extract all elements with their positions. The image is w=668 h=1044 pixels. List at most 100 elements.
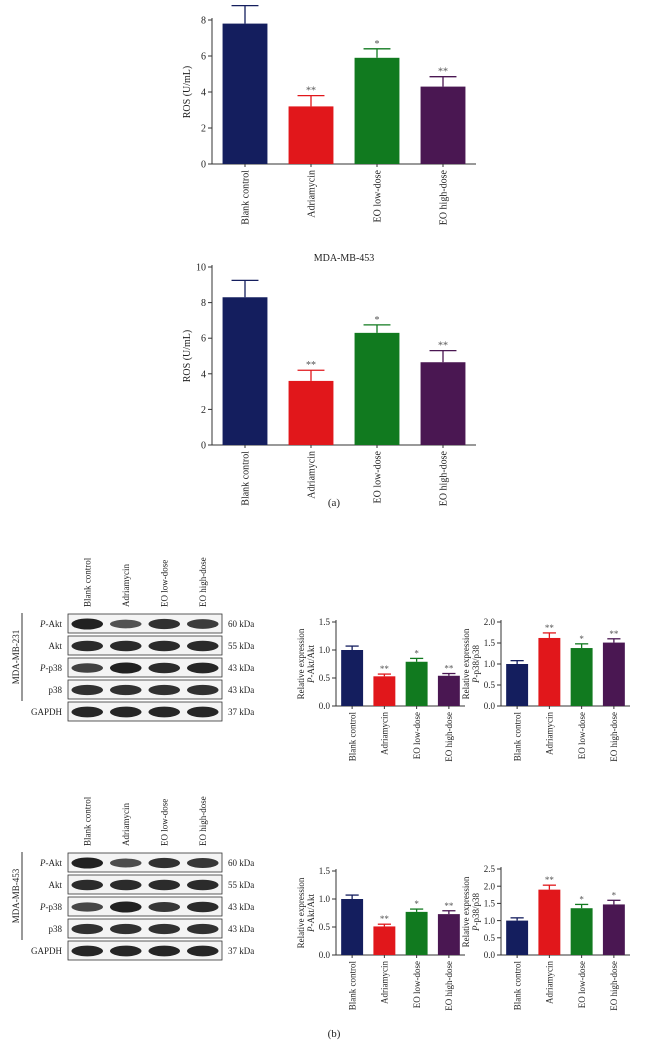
band xyxy=(71,706,104,718)
significance-mark: * xyxy=(375,315,380,326)
x-tick-label: EO low-dose xyxy=(577,712,587,759)
significance-mark: ** xyxy=(444,664,454,674)
band xyxy=(148,618,181,630)
protein-label-gapdh: GAPDH xyxy=(31,707,63,717)
bar-adriamycin xyxy=(538,889,561,955)
band xyxy=(109,684,142,696)
chart-ros-mda-mb-453: 0 2 4 6 8 10 ROS (U/mL) MDA-MB-453 Blank control… xyxy=(182,253,476,506)
x-tick-label: EO low-dose xyxy=(577,961,587,1008)
bar-eo-high-dose xyxy=(602,904,625,955)
x-tick-label: Blank control xyxy=(347,712,357,762)
y-tick-label: 1.5 xyxy=(319,866,331,876)
y-axis-label: ROS (U/mL) xyxy=(182,66,193,119)
protein-label-p-p38: P-p38 xyxy=(39,902,62,912)
protein-label-akt: Akt xyxy=(49,641,63,651)
kda-label: 43 kDa xyxy=(228,685,254,695)
band xyxy=(186,619,219,629)
y-axis-label-line: P-Akt/Akt xyxy=(306,645,316,684)
blot-frame xyxy=(67,701,223,722)
protein-label-p-akt: P-Akt xyxy=(39,619,62,629)
band xyxy=(71,945,104,957)
protein-label-akt: Akt xyxy=(49,880,63,890)
blot-frame xyxy=(67,657,223,678)
band xyxy=(148,662,181,674)
y-tick-label: 0.0 xyxy=(319,701,331,711)
band xyxy=(109,858,142,868)
y-tick-label: 1.0 xyxy=(319,894,331,904)
band xyxy=(186,923,219,935)
y-tick-label: 0.0 xyxy=(484,950,496,960)
y-tick-label: 0.5 xyxy=(319,922,331,932)
y-tick-label: 4 xyxy=(201,88,206,99)
band xyxy=(71,902,104,912)
kda-label: 37 kDa xyxy=(228,707,254,717)
bar-eo-low-dose xyxy=(354,332,400,445)
blot-frame xyxy=(67,874,223,895)
y-tick-label: 0.0 xyxy=(484,701,496,711)
y-tick-label: 8 xyxy=(201,298,206,309)
bar-eo-low-dose xyxy=(405,911,428,955)
significance-mark: * xyxy=(375,39,380,50)
x-tick-label: EO low-dose xyxy=(412,961,422,1008)
y-tick-label: 8 xyxy=(201,16,206,27)
kda-label: 43 kDa xyxy=(228,663,254,673)
x-tick-label: EO high-dose xyxy=(444,961,454,1011)
significance-mark: * xyxy=(579,894,584,904)
lane-label-eo-high-dose: EO high-dose xyxy=(198,557,208,607)
bar-adriamycin xyxy=(373,926,396,955)
significance-mark: ** xyxy=(545,623,555,633)
chart-akt-453: 0.0 0.5 1.0 1.5 Relative expression P-Akt/Akt… xyxy=(296,866,465,1011)
y-axis-label-line: Relative expression xyxy=(296,628,306,699)
kda-label: 60 kDa xyxy=(228,858,254,868)
x-tick-label: Adriamycin xyxy=(307,170,318,218)
band xyxy=(148,684,181,696)
italic-p: P xyxy=(306,926,316,933)
significance-mark: * xyxy=(414,648,419,658)
chart-title: MDA-MB-453 xyxy=(314,253,375,264)
chart-ros-top: 0 2 4 6 8 ROS (U/mL) Blank control ** Adriamycin… xyxy=(182,4,476,225)
significance-mark: * xyxy=(579,634,584,644)
significance-mark: ** xyxy=(438,341,448,352)
band xyxy=(148,879,181,891)
label-rest: -Akt/Akt xyxy=(306,894,316,927)
blot-frame xyxy=(67,613,223,634)
italic-p: P xyxy=(39,619,46,629)
italic-p: P xyxy=(306,677,316,684)
band xyxy=(71,857,104,869)
y-tick-label: 1.0 xyxy=(319,645,331,655)
label-rest: -Akt xyxy=(46,858,63,868)
x-tick-label: Blank control xyxy=(241,451,252,506)
x-tick-label: EO high-dose xyxy=(609,712,619,762)
y-tick-label: 0.5 xyxy=(484,933,496,943)
band xyxy=(71,663,104,673)
italic-p: P xyxy=(39,663,46,673)
x-tick-label: Adriamycin xyxy=(380,712,390,755)
significance-mark: ** xyxy=(438,67,448,78)
band xyxy=(148,945,181,957)
lane-label-blank-control: Blank control xyxy=(82,557,92,607)
italic-p: P xyxy=(471,677,481,684)
significance-mark: * xyxy=(612,890,617,900)
label-rest: -p38/p38 xyxy=(471,645,481,678)
kda-label: 60 kDa xyxy=(228,619,254,629)
x-tick-label: EO high-dose xyxy=(439,169,450,225)
significance-mark: ** xyxy=(444,901,454,911)
significance-mark: ** xyxy=(545,875,555,885)
x-tick-label: EO low-dose xyxy=(412,712,422,759)
bar-blank-control xyxy=(341,899,364,955)
band xyxy=(148,857,181,869)
band xyxy=(71,640,104,652)
x-tick-label: EO high-dose xyxy=(609,961,619,1011)
band xyxy=(186,662,219,674)
y-tick-label: 0 xyxy=(201,160,206,171)
band xyxy=(148,640,181,652)
protein-label-p-akt: P-Akt xyxy=(39,858,62,868)
italic-p: P xyxy=(471,925,481,932)
band xyxy=(186,684,219,696)
lane-label-eo-high-dose: EO high-dose xyxy=(198,796,208,846)
y-tick-label: 6 xyxy=(201,334,206,345)
significance-mark: ** xyxy=(380,664,390,674)
x-tick-label: Adriamycin xyxy=(545,712,555,755)
band xyxy=(186,640,219,652)
